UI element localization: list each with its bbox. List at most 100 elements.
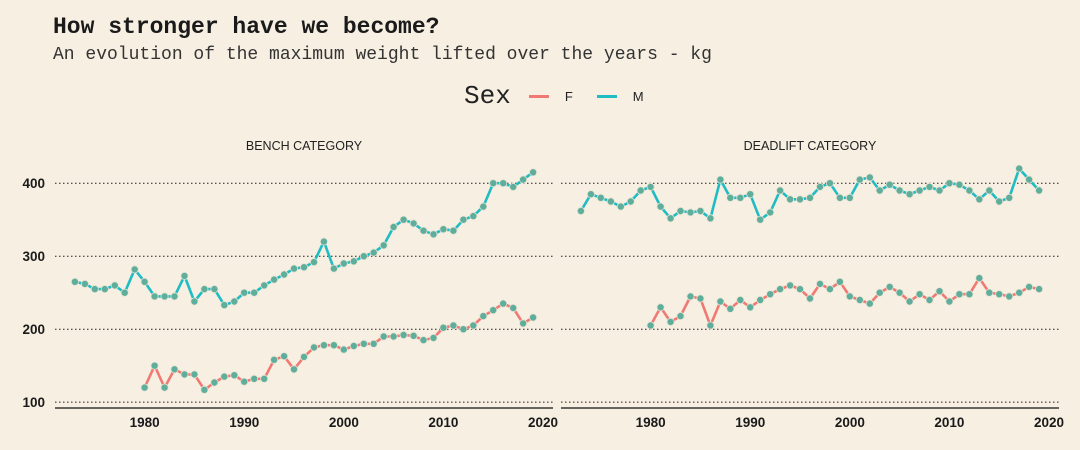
data-point-f bbox=[230, 371, 239, 380]
data-point-f bbox=[825, 285, 834, 294]
y-tick-label: 200 bbox=[22, 322, 45, 337]
data-point-f bbox=[489, 306, 498, 315]
data-point-f bbox=[170, 365, 179, 374]
facet-0: BENCH CATEGORY 100 200 300 400 1980 1990 2000 20… bbox=[22, 139, 558, 430]
data-point-m bbox=[160, 292, 169, 301]
data-point-f bbox=[746, 303, 755, 312]
data-point-m bbox=[756, 215, 765, 224]
data-point-f bbox=[706, 321, 715, 330]
data-point-f bbox=[696, 294, 705, 303]
data-point-f bbox=[150, 361, 159, 370]
data-point-f bbox=[945, 297, 954, 306]
data-point-f bbox=[726, 304, 735, 313]
data-point-f bbox=[915, 290, 924, 299]
data-point-f bbox=[995, 290, 1004, 299]
data-point-f bbox=[449, 321, 458, 330]
y-tick-label: 300 bbox=[22, 249, 45, 264]
data-point-f bbox=[646, 321, 655, 330]
legend-label-m: M bbox=[632, 88, 644, 104]
data-point-f bbox=[935, 287, 944, 296]
data-point-f bbox=[1035, 285, 1044, 294]
data-point-f bbox=[429, 333, 438, 342]
data-point-m bbox=[776, 186, 785, 195]
data-point-m bbox=[1015, 164, 1024, 173]
series-line-f bbox=[143, 302, 534, 392]
data-point-m bbox=[489, 179, 498, 188]
data-point-m bbox=[606, 197, 615, 206]
data-point-m bbox=[1025, 175, 1034, 184]
legend-key-m bbox=[596, 94, 617, 98]
data-point-f bbox=[975, 274, 984, 283]
data-point-f bbox=[656, 303, 665, 312]
data-point-m bbox=[309, 258, 318, 267]
data-point-m bbox=[220, 301, 229, 310]
data-point-m bbox=[230, 297, 239, 306]
data-point-f bbox=[509, 303, 518, 312]
data-point-m bbox=[736, 193, 745, 202]
data-point-f bbox=[885, 282, 894, 291]
data-point-m bbox=[985, 186, 994, 195]
data-point-f bbox=[409, 331, 418, 340]
data-point-f bbox=[479, 312, 488, 321]
legend-title: Sex bbox=[464, 81, 511, 111]
data-point-m bbox=[646, 182, 655, 191]
data-point-m bbox=[280, 270, 289, 279]
data-point-m bbox=[479, 202, 488, 211]
data-point-f bbox=[905, 297, 914, 306]
data-point-m bbox=[80, 279, 89, 288]
data-point-m bbox=[865, 173, 874, 182]
data-point-f bbox=[835, 277, 844, 286]
facet-1: DEADLIFT CATEGORY 1980 1990 2000 2010 2020 bbox=[561, 139, 1064, 430]
data-point-m bbox=[1035, 186, 1044, 195]
y-tick-label: 400 bbox=[22, 176, 45, 191]
data-point-m bbox=[170, 292, 179, 301]
chart-title: How stronger have we become? bbox=[53, 14, 440, 40]
x-tick-label: 2000 bbox=[329, 415, 359, 430]
data-point-f bbox=[736, 295, 745, 304]
data-point-m bbox=[369, 248, 378, 257]
data-point-m bbox=[529, 168, 538, 177]
data-point-m bbox=[915, 186, 924, 195]
data-point-m bbox=[429, 230, 438, 239]
legend-item-m: M bbox=[596, 88, 644, 104]
data-point-f bbox=[220, 372, 229, 381]
y-tick-label: 100 bbox=[22, 395, 45, 410]
data-point-m bbox=[825, 179, 834, 188]
facet-title: DEADLIFT CATEGORY bbox=[744, 139, 877, 153]
data-point-m bbox=[626, 197, 635, 206]
data-point-f bbox=[439, 323, 448, 332]
data-point-m bbox=[359, 252, 368, 261]
data-point-f bbox=[855, 295, 864, 304]
x-tick-label: 2020 bbox=[528, 415, 558, 430]
data-point-f bbox=[319, 341, 328, 350]
data-point-m bbox=[1005, 193, 1014, 202]
data-point-f bbox=[389, 332, 398, 341]
x-tick-label: 2010 bbox=[934, 415, 964, 430]
data-point-f bbox=[289, 365, 298, 374]
data-point-m bbox=[339, 259, 348, 268]
data-point-f bbox=[1015, 288, 1024, 297]
data-point-m bbox=[636, 186, 645, 195]
data-point-m bbox=[399, 215, 408, 224]
data-point-m bbox=[270, 275, 279, 284]
data-point-f bbox=[875, 288, 884, 297]
data-point-f bbox=[816, 279, 825, 288]
data-point-f bbox=[985, 288, 994, 297]
data-point-f bbox=[676, 312, 685, 321]
data-point-m bbox=[835, 193, 844, 202]
data-point-m bbox=[796, 195, 805, 204]
data-point-m bbox=[509, 182, 518, 191]
x-tick-label: 2020 bbox=[1034, 415, 1064, 430]
data-point-f bbox=[280, 352, 289, 361]
data-point-f bbox=[965, 290, 974, 299]
x-tick-label: 1980 bbox=[130, 415, 160, 430]
data-point-f bbox=[925, 295, 934, 304]
data-point-f bbox=[786, 281, 795, 290]
data-point-m bbox=[389, 222, 398, 231]
data-point-m bbox=[666, 214, 675, 223]
data-point-f bbox=[190, 370, 199, 379]
data-point-f bbox=[369, 339, 378, 348]
data-point-m bbox=[706, 214, 715, 223]
data-point-m bbox=[190, 297, 199, 306]
